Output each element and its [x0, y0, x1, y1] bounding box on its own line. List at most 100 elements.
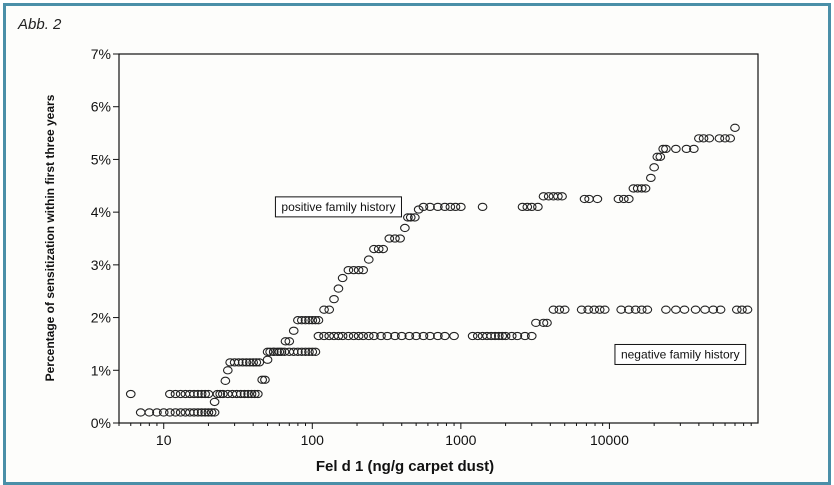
- data-point: [307, 316, 318, 325]
- y-tick-label: 4%: [91, 204, 111, 220]
- data-point: [390, 234, 400, 243]
- data-point: [737, 305, 747, 314]
- data-point: [257, 375, 268, 384]
- data-point: [231, 389, 242, 399]
- data-point: [690, 305, 701, 314]
- data-point: [296, 316, 307, 325]
- data-point: [714, 134, 725, 143]
- data-point: [254, 358, 265, 367]
- data-point: [720, 134, 730, 143]
- data-point: [543, 192, 554, 201]
- data-point: [373, 244, 384, 254]
- y-tick-label: 5%: [91, 151, 111, 167]
- data-point: [661, 144, 671, 154]
- data-point: [456, 202, 466, 212]
- data-point: [418, 202, 429, 212]
- data-point: [661, 305, 671, 314]
- data-point: [319, 305, 329, 314]
- data-point: [293, 316, 303, 325]
- data-point: [533, 202, 543, 212]
- data-point: [671, 144, 681, 154]
- x-tick-label: 100: [301, 432, 325, 448]
- data-point: [165, 408, 175, 417]
- data-point: [390, 331, 400, 341]
- data-point: [293, 347, 303, 356]
- data-point: [249, 389, 260, 399]
- data-point: [235, 389, 246, 399]
- data-point: [742, 305, 753, 314]
- data-point: [279, 347, 290, 356]
- data-point: [413, 205, 424, 214]
- data-point: [262, 355, 273, 364]
- data-point: [486, 331, 497, 341]
- data-point: [449, 331, 459, 341]
- data-point: [432, 331, 443, 341]
- data-point: [623, 194, 634, 204]
- data-point: [193, 389, 203, 399]
- data-point: [548, 305, 559, 314]
- data-point: [209, 408, 220, 417]
- data-point: [700, 305, 710, 314]
- data-point: [245, 358, 255, 367]
- data-point: [652, 152, 663, 161]
- annotation-box: negative family history: [614, 343, 747, 365]
- data-point: [313, 331, 324, 341]
- y-tick-label: 1%: [91, 362, 111, 378]
- figure-label: Abb. 2: [18, 16, 62, 33]
- data-point: [382, 331, 393, 341]
- series-positive: [125, 123, 740, 407]
- data-point: [583, 305, 594, 314]
- data-point: [497, 331, 508, 341]
- data-point: [589, 305, 600, 314]
- data-point: [554, 305, 565, 314]
- data-point: [618, 194, 629, 204]
- data-point: [409, 213, 420, 222]
- data-point: [500, 331, 511, 341]
- data-point: [313, 316, 324, 325]
- data-point: [363, 331, 374, 341]
- data-point: [307, 347, 318, 356]
- data-point: [353, 265, 364, 275]
- data-point: [405, 213, 416, 222]
- y-tick-label: 7%: [91, 46, 111, 62]
- data-point: [526, 331, 537, 341]
- data-point: [649, 163, 660, 172]
- data-point: [324, 331, 335, 341]
- data-point: [623, 305, 634, 314]
- data-point: [395, 234, 405, 243]
- data-point: [175, 389, 186, 399]
- data-point: [599, 305, 610, 314]
- data-point: [206, 408, 217, 417]
- data-point: [425, 202, 435, 212]
- data-point: [640, 184, 651, 193]
- data-point: [144, 408, 155, 417]
- data-point: [265, 347, 275, 356]
- data-point: [688, 144, 699, 154]
- data-point: [730, 123, 740, 132]
- data-points: [125, 123, 753, 417]
- data-point: [262, 347, 273, 356]
- annotation-label: negative family history: [621, 347, 740, 361]
- data-point: [477, 202, 488, 212]
- data-point: [212, 389, 223, 399]
- data-point: [304, 316, 314, 325]
- series-negative: [135, 305, 753, 417]
- data-point: [125, 389, 136, 399]
- data-point: [337, 273, 348, 283]
- data-point: [353, 331, 364, 341]
- data-point: [400, 223, 410, 233]
- data-point: [348, 265, 359, 275]
- x-tick-label: 10: [156, 432, 172, 448]
- data-point: [490, 331, 500, 341]
- data-point: [239, 389, 250, 399]
- data-point: [233, 358, 244, 367]
- x-axis-label: Fel d 1 (ng/g carpet dust): [316, 458, 494, 475]
- data-point: [246, 389, 257, 399]
- data-point: [378, 244, 389, 254]
- data-point: [517, 202, 528, 212]
- y-axis: 0% 1% 2% 3% 4% 5% 6% 7%: [91, 46, 119, 431]
- data-point: [559, 305, 570, 314]
- data-point: [304, 347, 314, 356]
- data-point: [196, 408, 207, 417]
- data-point: [333, 284, 344, 293]
